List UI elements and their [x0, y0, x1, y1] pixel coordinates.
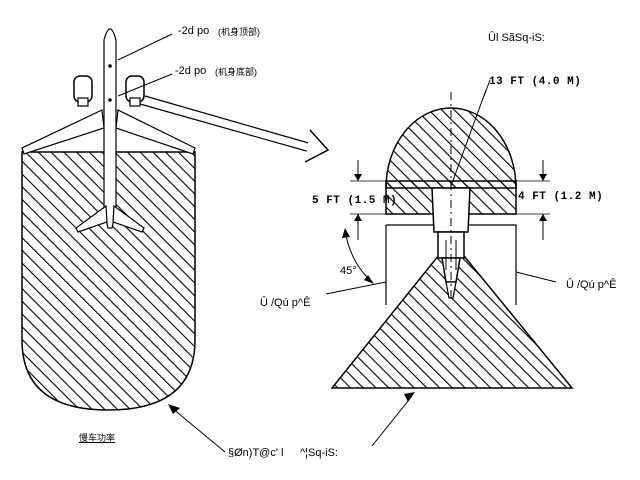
antenna-top-note: (机身顶部): [218, 27, 260, 37]
radius-line-13ft: [450, 89, 487, 187]
safe-zone-outline: [385, 224, 517, 305]
dimension-4ft: [516, 160, 550, 240]
top-zone-title: Ûl SãSq-iS:: [488, 32, 545, 44]
dimension-4ft-label: 4 FT (1.2 M): [518, 191, 604, 203]
leader-bottom-left: [168, 404, 226, 453]
idle-power-hazard-area: [21, 151, 196, 411]
bottom-caption-right: ^¦Sq-iS:: [300, 447, 338, 459]
engine-detail: [431, 187, 471, 299]
dimension-13ft-label: 13 FT (4.0 M): [489, 76, 582, 88]
aircraft-tail: [75, 204, 145, 233]
right-zone-label: Û /Qú p^Ê: [566, 279, 617, 291]
aircraft-silhouette: [21, 28, 196, 233]
dimension-5ft-label: 5 FT (1.5 M): [312, 195, 398, 207]
leader-right-zone: [515, 271, 557, 283]
leader-left-zone: [325, 281, 387, 295]
antenna-top-label: -2d po: [178, 25, 210, 37]
bottom-caption-left: §Øn)T@c' l: [228, 447, 284, 459]
angle-label: 45°: [340, 265, 357, 277]
leader-bottom-antenna: [117, 73, 173, 97]
leader-bottom-right: [371, 392, 415, 447]
dimension-5ft: [350, 160, 386, 240]
bottom-antenna-dot: [108, 98, 112, 102]
left-zone-label: Û /Qú p^Ê: [260, 297, 311, 309]
detail-arrow: [139, 95, 330, 163]
antenna-bottom-label: -2d po: [175, 65, 207, 77]
exhaust-hazard-triangle: [330, 238, 574, 389]
leader-top-antenna: [117, 33, 173, 61]
aircraft-fuselage: [103, 28, 117, 229]
antenna-bottom-note: (机身底部): [215, 67, 257, 77]
top-antenna-dot: [108, 64, 112, 68]
aircraft-wings: [21, 109, 196, 155]
idle-power-legend: 慢车功率: [79, 433, 116, 443]
